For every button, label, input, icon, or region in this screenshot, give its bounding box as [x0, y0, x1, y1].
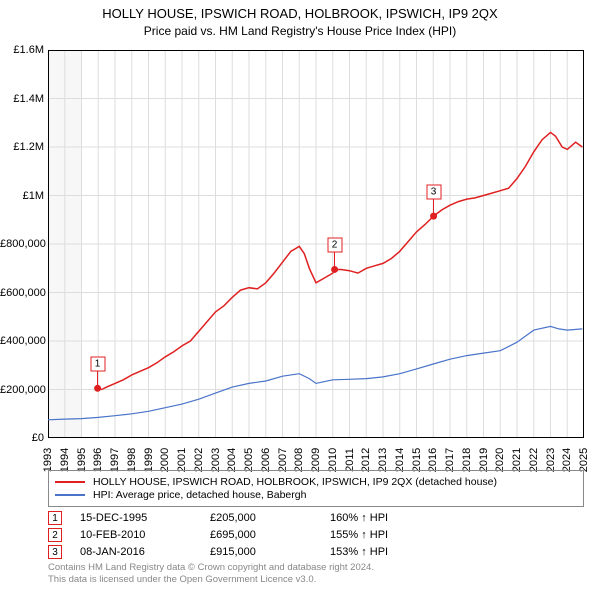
- x-axis-tick-label: 2016: [427, 448, 439, 472]
- x-axis-tick-label: 1995: [76, 448, 88, 472]
- transaction-row: 1 15-DEC-1995 £205,000 160% ↑ HPI: [48, 511, 584, 525]
- x-axis-tick-label: 2019: [478, 448, 490, 472]
- title-block: HOLLY HOUSE, IPSWICH ROAD, HOLBROOK, IPS…: [0, 0, 600, 38]
- y-axis-tick-label: £600,000: [0, 287, 44, 299]
- x-axis-tick-label: 1999: [143, 448, 155, 472]
- x-axis-tick-label: 2011: [344, 448, 356, 472]
- x-axis-tick-label: 2007: [277, 448, 289, 472]
- x-axis-tick-label: 2004: [226, 448, 238, 472]
- transaction-marker: 1: [48, 511, 62, 525]
- x-axis-tick-label: 2020: [494, 448, 506, 472]
- transaction-hpi: 160% ↑ HPI: [330, 512, 388, 524]
- footer-line-1: Contains HM Land Registry data © Crown c…: [48, 562, 584, 574]
- legend-swatch: [55, 481, 85, 483]
- y-axis-tick-label: £1M: [0, 190, 44, 202]
- x-axis-tick-label: 2025: [578, 448, 590, 472]
- transaction-date: 10-FEB-2010: [80, 529, 210, 541]
- y-axis-tick-label: £1.2M: [0, 141, 44, 153]
- y-axis-tick-label: £1.6M: [0, 44, 44, 56]
- transaction-marker: 2: [48, 528, 62, 542]
- chart-point-marker: 1: [90, 357, 105, 372]
- x-axis-tick-label: 2014: [394, 448, 406, 472]
- chart-svg: [48, 50, 584, 438]
- x-axis-tick-label: 2015: [411, 448, 423, 472]
- x-axis-tick-label: 2017: [444, 448, 456, 472]
- y-axis-tick-label: £200,000: [0, 384, 44, 396]
- y-axis-tick-label: £400,000: [0, 335, 44, 347]
- transaction-amount: £205,000: [210, 512, 330, 524]
- x-axis-tick-label: 2012: [360, 448, 372, 472]
- x-axis-tick-label: 2013: [377, 448, 389, 472]
- transaction-hpi: 155% ↑ HPI: [330, 529, 388, 541]
- x-axis-tick-label: 2009: [310, 448, 322, 472]
- chart-point-marker: 2: [327, 238, 342, 253]
- footer-line-2: This data is licensed under the Open Gov…: [48, 574, 584, 586]
- x-axis-tick-label: 2005: [243, 448, 255, 472]
- y-axis-tick-label: £800,000: [0, 238, 44, 250]
- transactions-table: 1 15-DEC-1995 £205,000 160% ↑ HPI 2 10-F…: [48, 508, 584, 562]
- title-line-2: Price paid vs. HM Land Registry's House …: [0, 24, 600, 38]
- x-axis-tick-label: 1994: [59, 448, 71, 472]
- legend-swatch: [55, 494, 85, 496]
- chart-point-marker: 3: [426, 185, 441, 200]
- y-axis-tick-label: £0: [0, 432, 44, 444]
- x-axis-tick-label: 2021: [511, 448, 523, 472]
- x-axis-tick-label: 2023: [545, 448, 557, 472]
- x-axis-tick-label: 2003: [210, 448, 222, 472]
- x-axis-tick-label: 1996: [92, 448, 104, 472]
- chart-point-connector: [334, 252, 335, 266]
- transaction-amount: £915,000: [210, 546, 330, 558]
- y-axis-tick-label: £1.4M: [0, 93, 44, 105]
- chart-container: HOLLY HOUSE, IPSWICH ROAD, HOLBROOK, IPS…: [0, 0, 600, 590]
- chart-point-connector: [97, 371, 98, 385]
- x-axis-tick-label: 1997: [109, 448, 121, 472]
- x-axis-tick-label: 2002: [193, 448, 205, 472]
- chart-point-connector: [433, 199, 434, 213]
- legend-box: HOLLY HOUSE, IPSWICH ROAD, HOLBROOK, IPS…: [48, 470, 584, 507]
- title-line-1: HOLLY HOUSE, IPSWICH ROAD, HOLBROOK, IPS…: [0, 6, 600, 21]
- x-axis-tick-label: 2010: [327, 448, 339, 472]
- transaction-hpi: 153% ↑ HPI: [330, 546, 388, 558]
- x-axis-tick-label: 2001: [176, 448, 188, 472]
- x-axis-tick-label: 2018: [461, 448, 473, 472]
- transaction-amount: £695,000: [210, 529, 330, 541]
- x-axis-tick-label: 2006: [260, 448, 272, 472]
- legend-label: HPI: Average price, detached house, Babe…: [93, 489, 306, 501]
- x-axis-tick-label: 2024: [561, 448, 573, 472]
- x-axis-tick-label: 2022: [528, 448, 540, 472]
- x-axis-tick-label: 2008: [293, 448, 305, 472]
- footer-attribution: Contains HM Land Registry data © Crown c…: [48, 562, 584, 586]
- x-axis-tick-label: 1998: [126, 448, 138, 472]
- transaction-date: 08-JAN-2016: [80, 546, 210, 558]
- x-axis-tick-label: 1993: [42, 448, 54, 472]
- transaction-row: 3 08-JAN-2016 £915,000 153% ↑ HPI: [48, 545, 584, 559]
- transaction-marker: 3: [48, 545, 62, 559]
- plot-area: [48, 50, 584, 438]
- legend-label: HOLLY HOUSE, IPSWICH ROAD, HOLBROOK, IPS…: [93, 476, 497, 488]
- x-axis-tick-label: 2000: [159, 448, 171, 472]
- transaction-date: 15-DEC-1995: [80, 512, 210, 524]
- legend-row: HPI: Average price, detached house, Babe…: [55, 489, 577, 501]
- transaction-row: 2 10-FEB-2010 £695,000 155% ↑ HPI: [48, 528, 584, 542]
- legend-row: HOLLY HOUSE, IPSWICH ROAD, HOLBROOK, IPS…: [55, 476, 577, 488]
